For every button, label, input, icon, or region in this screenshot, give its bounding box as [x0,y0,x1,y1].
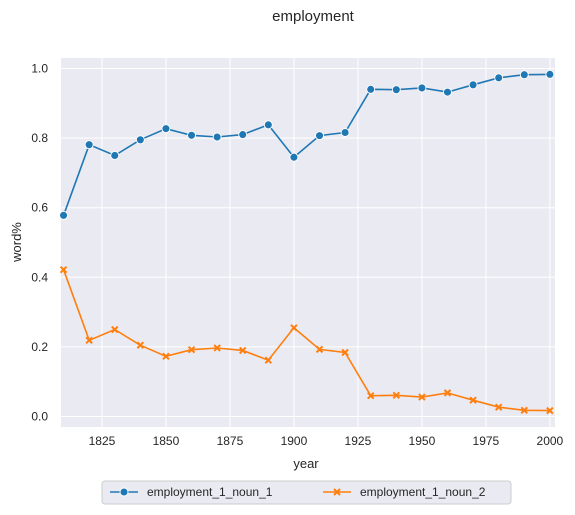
legend-label: employment_1_noun_2 [360,485,486,499]
data-point [290,324,298,332]
data-point [84,140,94,150]
data-point [392,391,401,400]
data-point [417,83,427,93]
data-point [520,406,528,414]
legend-item: employment_1_noun_1 [110,485,273,499]
legend-box [101,480,512,505]
series-layer [59,69,555,415]
data-point [161,124,171,134]
data-point [187,130,196,140]
data-point [418,393,426,401]
x-tick-label: 1850 [153,434,180,448]
legend-label: employment_1_noun_1 [147,485,273,499]
x-tick-label: 2000 [537,434,564,448]
series-1 [59,69,555,220]
data-point [264,356,273,364]
data-point [443,87,452,97]
data-point [59,265,68,274]
data-point [494,73,504,83]
data-point [391,85,401,95]
series-line [62,269,550,412]
data-point [212,132,222,142]
data-point [213,344,221,352]
y-axis-label: word% [9,222,24,263]
x-axis-label: year [293,456,319,471]
series-2 [59,265,554,415]
data-point [545,69,555,79]
data-point [238,130,248,140]
data-point [315,345,324,354]
legend: employment_1_noun_1 employment_1_noun_2 [101,480,512,505]
data-point [519,70,529,80]
y-tick-label: 0.2 [31,340,48,354]
data-point [187,346,196,354]
data-point [366,84,376,94]
x-tick-label: 1975 [473,434,500,448]
data-point [136,341,145,349]
data-point [135,135,145,145]
data-point [59,210,69,220]
y-tick-label: 0.6 [31,201,48,215]
data-point [110,151,120,160]
data-point [367,391,375,400]
data-point [469,396,477,404]
grid [61,58,555,427]
y-tick-label: 1.0 [31,61,48,75]
data-point [85,336,93,345]
data-point [340,128,350,137]
data-point [341,348,349,357]
data-point [162,352,170,361]
data-point [111,325,119,334]
data-point [239,346,247,355]
data-point [289,152,299,162]
legend-swatch-marker [119,487,129,497]
legend-item: employment_1_noun_2 [323,485,486,499]
y-tick-label: 0.4 [31,270,48,284]
legend-swatch-marker [333,488,341,496]
x-tick-label: 1950 [409,434,436,448]
x-tick-label: 1825 [89,434,116,448]
plot-area [61,58,555,427]
chart-title: employment [272,8,355,25]
data-point [315,131,324,141]
y-tick-label: 0.0 [31,410,48,424]
x-tick-label: 1875 [217,434,244,448]
tick-labels: 1825 1850 1875 1900 1925 1950 1975 2000 0.0 0.2 0.… [31,61,563,448]
data-point [494,403,503,411]
x-tick-label: 1900 [281,434,308,448]
data-point [546,406,554,415]
data-point [263,120,273,130]
x-tick-label: 1925 [345,434,372,448]
data-point [468,80,478,90]
data-point [443,389,452,397]
y-tick-label: 0.8 [31,131,48,145]
